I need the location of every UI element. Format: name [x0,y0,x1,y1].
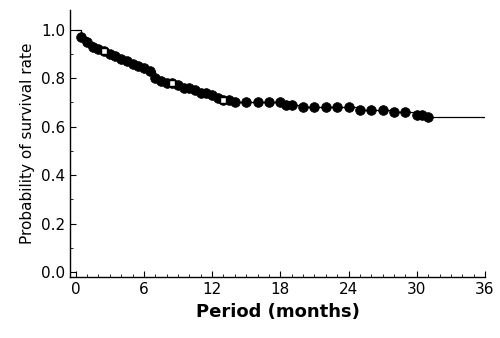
Y-axis label: Probability of survival rate: Probability of survival rate [20,43,36,244]
X-axis label: Period (months): Period (months) [196,303,360,320]
